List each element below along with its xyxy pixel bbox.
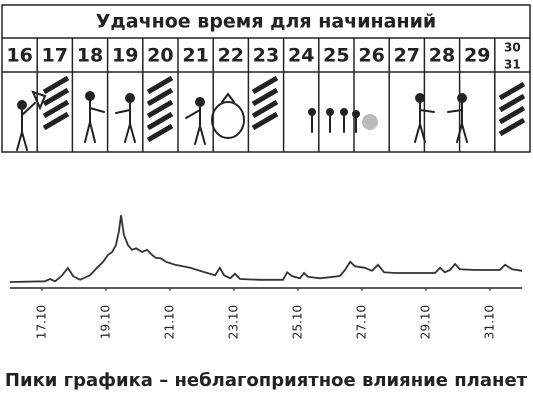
x-tick-label: 19.10: [99, 305, 113, 339]
x-tick-label: 21.10: [163, 305, 177, 339]
day-number: 18: [77, 45, 103, 67]
day-number: 29: [464, 45, 490, 67]
x-tick-label: 17.10: [35, 305, 49, 339]
day-number: 17: [42, 45, 68, 67]
day-number: 24: [288, 45, 314, 67]
day-number: 30: [504, 41, 521, 55]
day-number: 19: [112, 45, 138, 67]
day-number: 27: [394, 45, 420, 67]
day-number: 31: [504, 58, 521, 72]
x-tick-label: 27.10: [355, 305, 369, 339]
calendar-title: Удачное время для начинаний: [96, 11, 436, 33]
day-number: 21: [182, 45, 208, 67]
day-number: 22: [218, 45, 244, 67]
day-number: 28: [429, 45, 455, 67]
x-tick-label: 25.10: [291, 305, 305, 339]
figure-icons: [16, 90, 468, 151]
day-number: 26: [358, 45, 384, 67]
day-number: 16: [6, 45, 32, 67]
caption: Пики графика – неблагоприятное влияние п…: [5, 370, 528, 391]
x-tick-label: 31.10: [483, 305, 497, 339]
line: [9, 215, 523, 283]
x-tick-label: 29.10: [419, 305, 433, 339]
unfavorable-hatches: [42, 75, 526, 143]
day-number: 20: [147, 45, 173, 67]
day-number: 23: [253, 45, 279, 67]
day-number: 25: [323, 45, 349, 67]
x-tick-label: 23.10: [227, 305, 241, 339]
calendar-frame: [1, 4, 531, 153]
